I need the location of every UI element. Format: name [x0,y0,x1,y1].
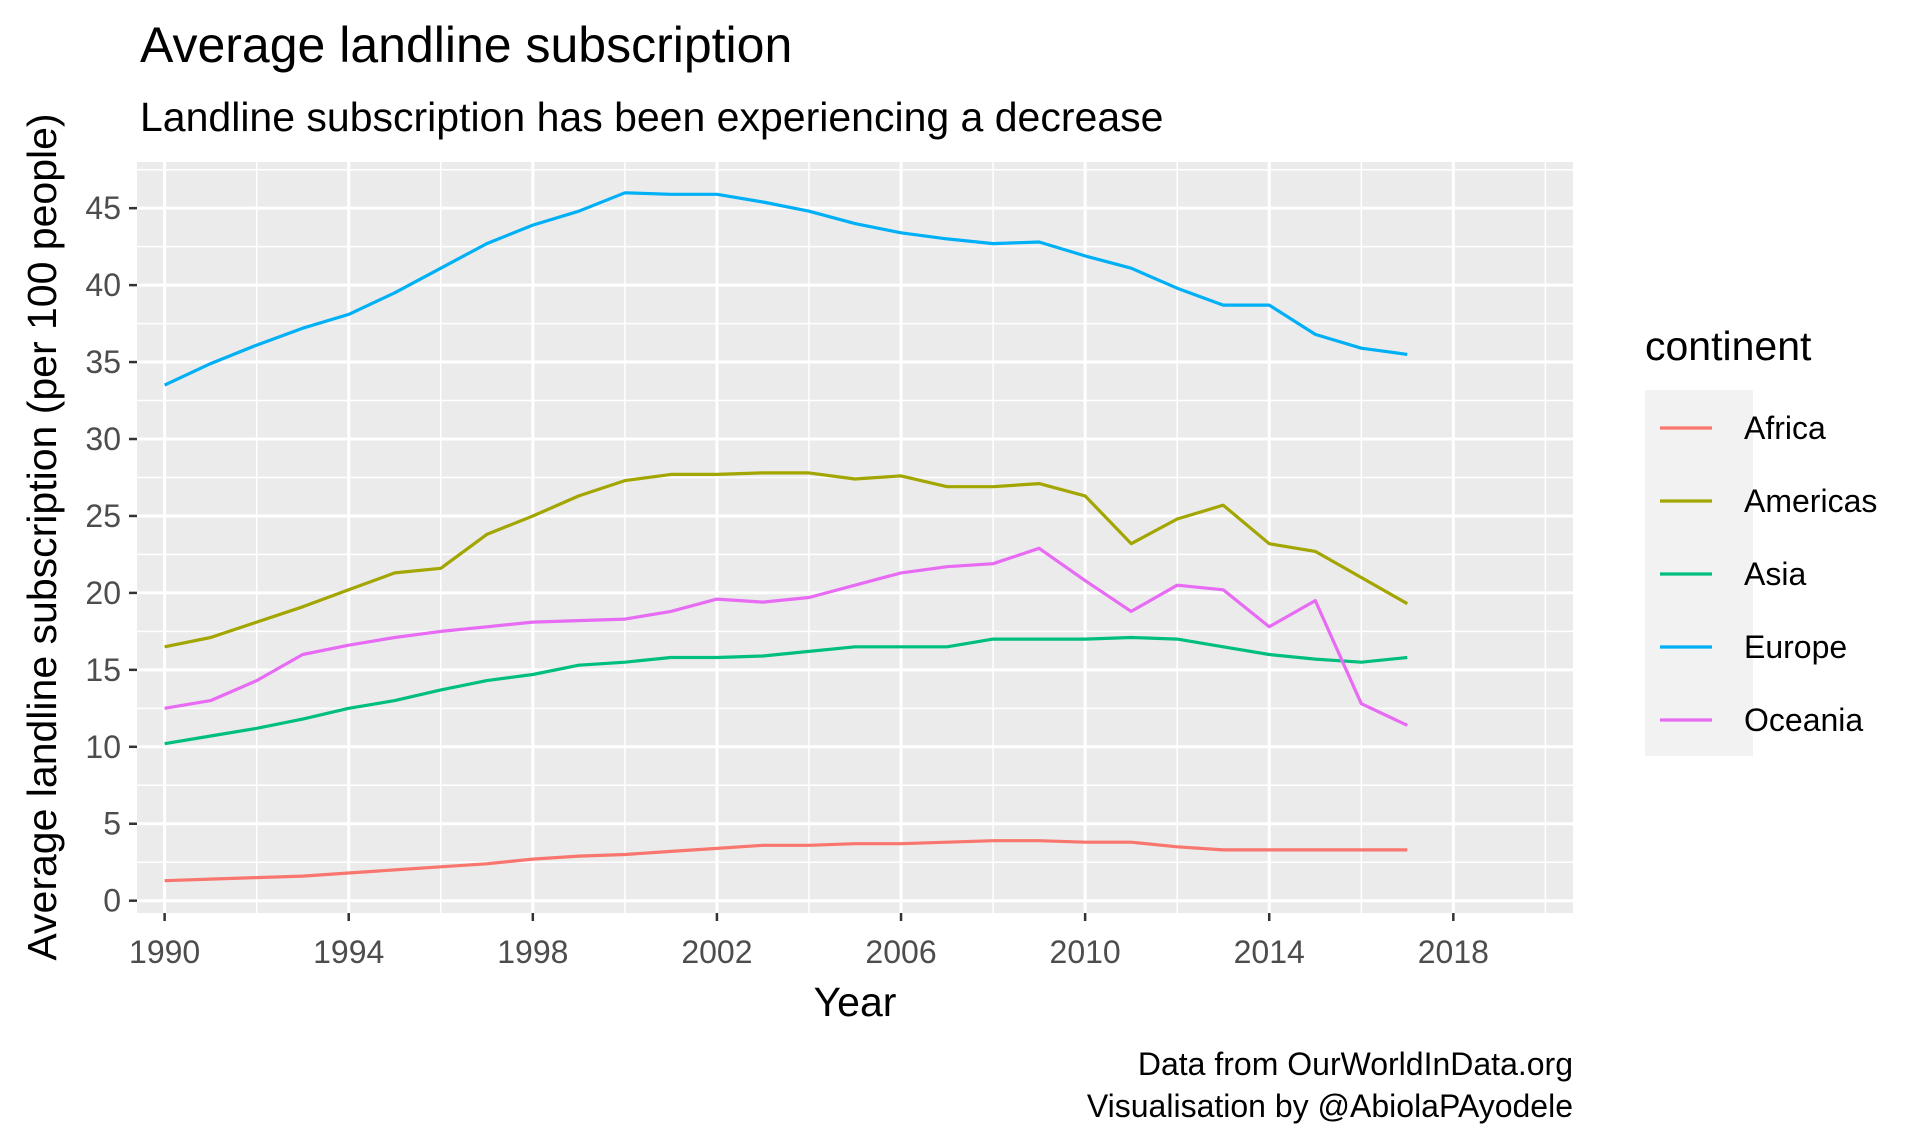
caption-line-1: Data from OurWorldInData.org [1138,1046,1573,1082]
series-line-africa [164,839,1408,883]
legend-label-americas: Americas [1744,483,1877,519]
y-tick-label: 20 [85,575,121,611]
legend-title: continent [1645,323,1812,369]
series-line-europe [163,191,1408,387]
chart-title: Average landline subscription [140,17,792,73]
y-axis-title: Average landline subscription (per 100 p… [19,113,65,960]
chart-subtitle: Landline subscription has been experienc… [140,94,1163,140]
x-tick-label: 2014 [1234,934,1305,970]
y-tick-label: 0 [103,883,121,919]
series-line-oceania [164,546,1408,727]
plot-panel [137,162,1573,913]
y-tick-label: 40 [85,267,121,303]
x-tick-label: 2002 [681,934,752,970]
legend-label-asia: Asia [1744,556,1806,592]
x-tick-label: 1994 [313,934,384,970]
caption-line-2: Visualisation by @AbiolaPAyodele [1087,1088,1573,1124]
x-tick-label: 1998 [497,934,568,970]
x-tick-label: 2010 [1050,934,1121,970]
y-tick-label: 10 [85,729,121,765]
series-line-asia [164,635,1408,746]
y-tick-label: 35 [85,344,121,380]
y-axis: 0 5 10 15 20 25 30 35 40 45 [85,190,137,919]
x-tick-label: 2006 [865,934,936,970]
x-axis-title: Year [814,979,897,1025]
y-tick-label: 30 [85,421,121,457]
legend: continent Africa Americas Asia Europe Oceani… [1645,323,1877,756]
legend-label-africa: Africa [1744,410,1826,446]
x-tick-label: 2018 [1418,934,1489,970]
legend-label-europe: Europe [1744,629,1847,665]
y-tick-label: 5 [103,806,121,842]
y-tick-label: 25 [85,498,121,534]
series-line-americas [164,471,1409,649]
legend-items: Africa Americas Asia Europe Oceania [1660,410,1877,738]
legend-label-oceania: Oceania [1744,702,1863,738]
x-axis: 1990 1994 1998 2002 2006 2010 2014 2018 [129,913,1489,970]
series-lines [163,191,1409,883]
y-tick-label: 15 [85,652,121,688]
grid-major [137,162,1573,913]
x-tick-label: 1990 [129,934,200,970]
y-tick-label: 45 [85,190,121,226]
